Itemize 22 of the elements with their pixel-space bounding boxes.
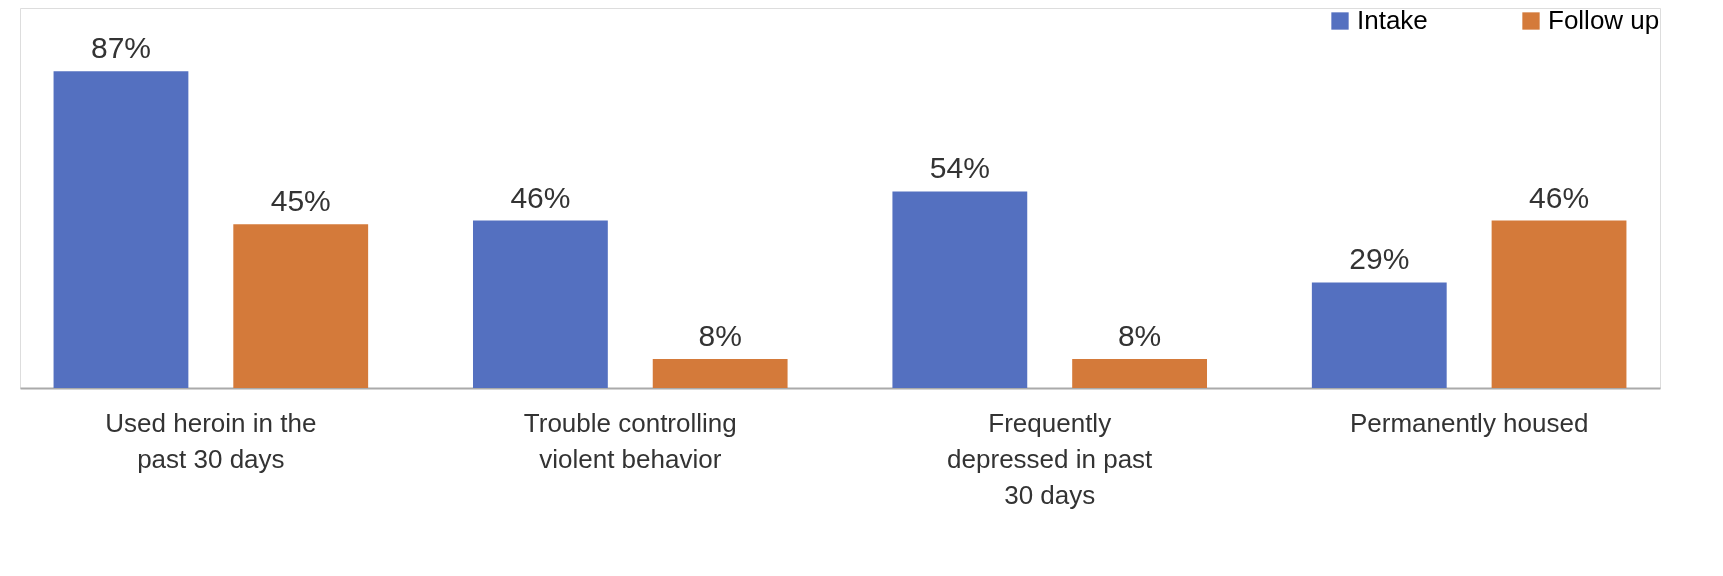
- bar: [1072, 358, 1208, 388]
- x-tick-label: Frequently depressed in past 30 days: [947, 407, 1154, 510]
- data-label: 45%: [270, 184, 331, 218]
- data-label: 54%: [929, 151, 990, 185]
- legend-label: Follow up: [1548, 5, 1660, 35]
- data-label: 46%: [510, 180, 571, 214]
- bar: [53, 71, 189, 388]
- bar: [233, 224, 369, 388]
- bar: [472, 220, 608, 388]
- bar: [1491, 220, 1627, 388]
- x-tick-label: Trouble controlling violent behavior: [523, 407, 737, 474]
- x-tick-label: Permanently housed: [1349, 407, 1589, 438]
- legend-label: Intake: [1357, 5, 1428, 35]
- data-label: 87%: [90, 31, 151, 65]
- data-label: 46%: [1529, 180, 1590, 214]
- bar: [652, 358, 788, 388]
- data-label: 29%: [1349, 242, 1410, 276]
- bar: [1311, 282, 1447, 388]
- data-label: 8%: [698, 318, 742, 352]
- data-label: 8%: [1117, 318, 1162, 352]
- x-tick-label: Used heroin in the past 30 days: [105, 407, 317, 474]
- bar: [892, 191, 1028, 388]
